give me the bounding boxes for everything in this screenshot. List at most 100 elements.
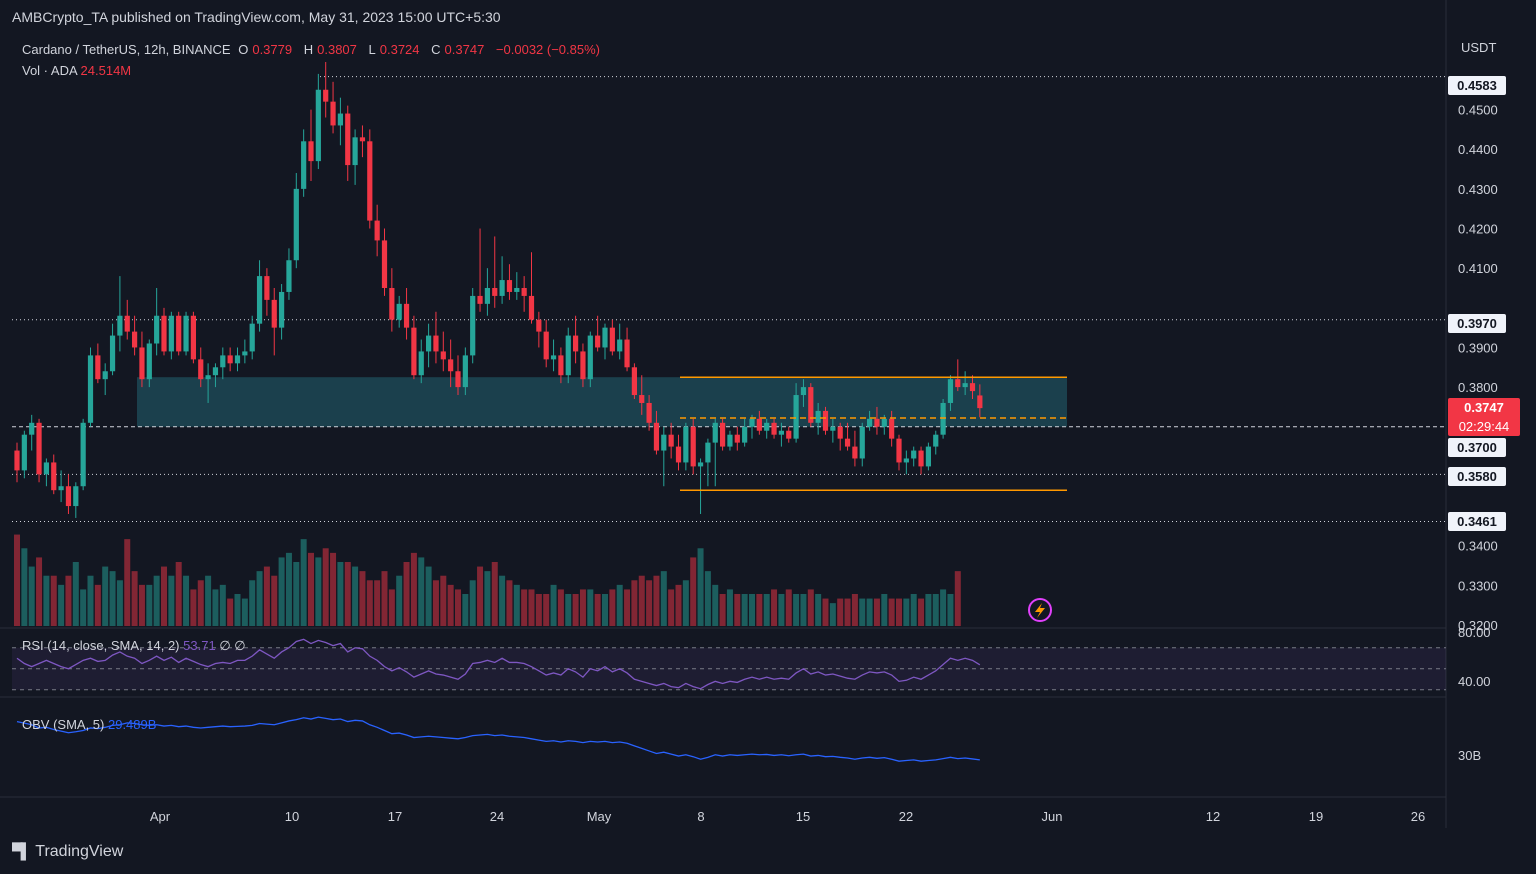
candle xyxy=(962,371,968,396)
candle xyxy=(528,252,535,324)
candle-body xyxy=(977,395,983,409)
candle-body xyxy=(87,355,94,423)
candle xyxy=(132,315,138,356)
volume-bar xyxy=(234,594,241,626)
price-tick-label: 0.4500 xyxy=(1458,103,1498,118)
candle xyxy=(778,422,784,447)
symbol-name[interactable]: Cardano / TetherUS, 12h, BINANCE xyxy=(22,42,231,57)
obv-label[interactable]: OBV (SMA, 5) xyxy=(22,717,105,732)
candle xyxy=(786,426,792,443)
candle-body xyxy=(102,371,108,380)
candle xyxy=(903,450,909,475)
candle-body xyxy=(639,395,645,403)
candle-body xyxy=(830,426,836,431)
volume-label[interactable]: Vol · ADA xyxy=(22,63,77,78)
candle-body xyxy=(771,422,777,435)
candle xyxy=(653,410,660,455)
candle-body xyxy=(58,486,64,491)
volume-bar xyxy=(271,575,278,626)
candle-body xyxy=(837,426,843,439)
candle xyxy=(477,228,483,312)
level-tag-4583: 0.4583 xyxy=(1448,76,1506,95)
candle-body xyxy=(675,446,682,463)
volume-bar xyxy=(43,575,50,626)
rsi-label[interactable]: RSI (14, close, SMA, 14, 2) xyxy=(22,638,180,653)
candle xyxy=(690,418,696,475)
volume-bar xyxy=(851,594,858,626)
candle-body xyxy=(403,303,410,328)
volume-bar xyxy=(896,598,902,626)
candle-body xyxy=(778,430,784,435)
volume-bar xyxy=(624,589,631,626)
candle xyxy=(234,347,241,372)
price-tick-label: 0.3900 xyxy=(1458,340,1498,355)
candle-body xyxy=(462,355,468,388)
candle-body xyxy=(308,141,314,162)
candle-body xyxy=(947,379,954,403)
candle xyxy=(705,438,711,487)
candle xyxy=(198,347,204,388)
price-tick-label: 0.4200 xyxy=(1458,222,1498,237)
candle xyxy=(161,307,167,356)
candle-body xyxy=(528,295,535,320)
volume-bar xyxy=(366,580,373,626)
volume-bar xyxy=(778,594,785,626)
candle-body xyxy=(653,422,660,451)
candle-body xyxy=(279,291,285,328)
candle xyxy=(852,430,858,467)
volume-bar xyxy=(771,589,778,626)
candle xyxy=(109,323,116,376)
candle-body xyxy=(764,422,770,431)
candle xyxy=(499,256,505,304)
bolt-icon[interactable] xyxy=(1028,598,1052,622)
candle xyxy=(345,105,351,181)
candle-body xyxy=(742,426,748,443)
candle xyxy=(558,347,564,384)
volume-bar xyxy=(859,598,866,626)
volume-bar xyxy=(65,575,72,626)
volume-bar xyxy=(763,594,770,626)
candle-body xyxy=(918,450,924,467)
volume-bar xyxy=(227,598,234,626)
candle xyxy=(462,347,468,396)
candle xyxy=(609,319,615,356)
volume-bar xyxy=(535,594,542,626)
candle-body xyxy=(720,422,726,447)
candle-body xyxy=(154,315,160,344)
tradingview-logo[interactable]: ▀▌ TradingView xyxy=(12,843,123,861)
volume-bar xyxy=(925,594,932,626)
candle xyxy=(793,383,799,443)
candle-body xyxy=(168,315,174,352)
price-tick-label: 0.3400 xyxy=(1458,539,1498,554)
volume-bar xyxy=(116,580,123,626)
candle-body xyxy=(176,315,182,352)
volume-bar xyxy=(374,580,381,626)
candle-body xyxy=(411,327,417,376)
level-tag-3700: 0.3700 xyxy=(1448,438,1506,457)
candle xyxy=(73,482,79,518)
volume-bar xyxy=(675,584,682,626)
candle-body xyxy=(212,367,219,376)
volume-bar xyxy=(638,575,645,626)
candle xyxy=(756,410,762,435)
currency-label: USDT xyxy=(1461,40,1497,55)
time-tick-label: Jun xyxy=(1042,809,1063,824)
current-price-tag: 0.3747 02:29:44 xyxy=(1448,398,1520,436)
symbol-legend: Cardano / TetherUS, 12h, BINANCE O 0.3779… xyxy=(22,42,608,57)
level-tag-3970: 0.3970 xyxy=(1448,314,1506,333)
volume-bar xyxy=(918,598,925,626)
candle-body xyxy=(867,418,873,427)
volume-bar xyxy=(462,594,469,626)
candle-body xyxy=(21,434,27,471)
volume-bar xyxy=(602,594,608,626)
publisher-line: AMBCrypto_TA published on TradingView.co… xyxy=(12,9,501,25)
volume-bar xyxy=(822,598,829,626)
volume-bar xyxy=(337,562,344,626)
volume-bar xyxy=(330,552,337,626)
candle-body xyxy=(786,430,792,439)
candle xyxy=(183,311,189,356)
candle-body xyxy=(514,287,520,292)
volume-bar xyxy=(910,594,917,626)
volume-bar xyxy=(697,548,704,626)
